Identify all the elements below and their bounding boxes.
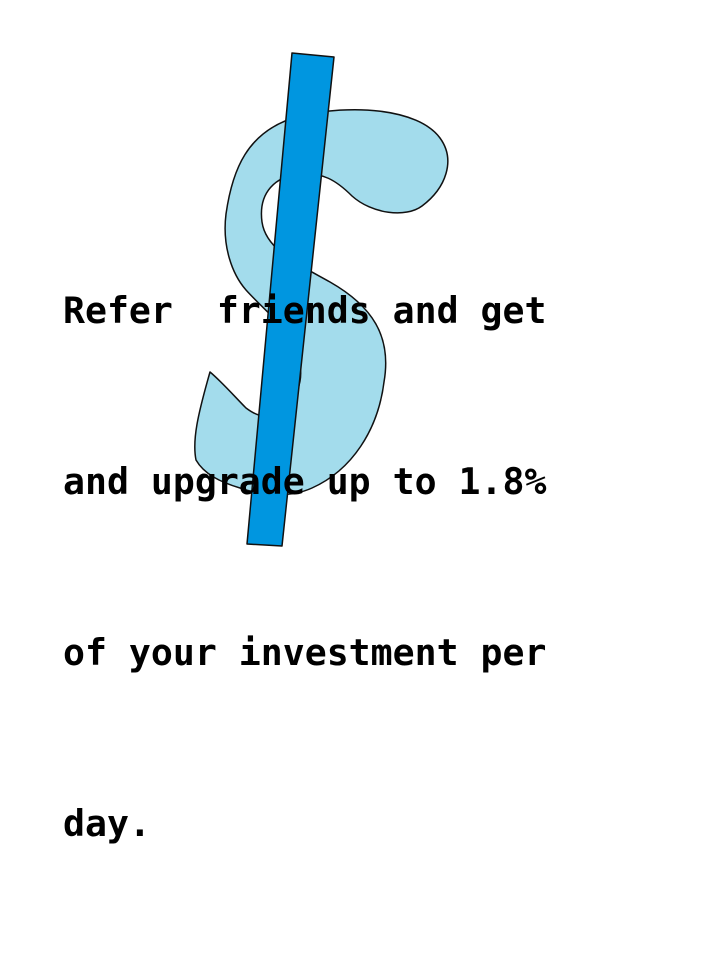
message-line-4: day. [63,802,151,845]
message-line-2: and upgrade up to 1.8% [63,460,547,503]
referral-message: Refer friends and get and upgrade up to … [63,168,703,966]
dollar-bar-icon [246,52,335,547]
canvas: Refer friends and get and upgrade up to … [63,52,547,845]
dollar-sign-graphic [194,52,449,547]
message-line-3: of your investment per [63,631,547,674]
message-line-1: Refer friends and get [63,289,547,332]
